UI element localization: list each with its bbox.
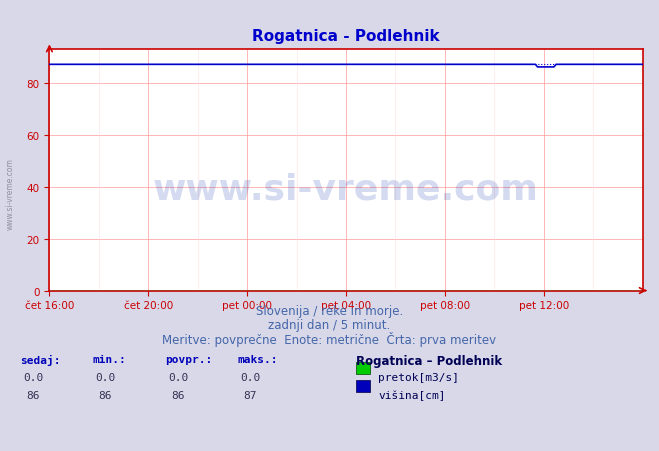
Text: Meritve: povprečne  Enote: metrične  Črta: prva meritev: Meritve: povprečne Enote: metrične Črta:… (162, 331, 497, 346)
Text: pretok[m3/s]: pretok[m3/s] (378, 372, 459, 382)
Text: 87: 87 (244, 390, 257, 400)
Text: 0.0: 0.0 (168, 372, 188, 382)
Text: višina[cm]: višina[cm] (378, 390, 445, 400)
Text: 0.0: 0.0 (241, 372, 260, 382)
Text: 0.0: 0.0 (96, 372, 115, 382)
Text: povpr.:: povpr.: (165, 354, 212, 364)
Text: www.si-vreme.com: www.si-vreme.com (153, 173, 539, 207)
Text: Rogatnica – Podlehnik: Rogatnica – Podlehnik (356, 354, 502, 367)
Text: min.:: min.: (92, 354, 126, 364)
Title: Rogatnica - Podlehnik: Rogatnica - Podlehnik (252, 29, 440, 44)
Text: 86: 86 (26, 390, 40, 400)
Text: zadnji dan / 5 minut.: zadnji dan / 5 minut. (268, 318, 391, 331)
Text: 0.0: 0.0 (23, 372, 43, 382)
Text: www.si-vreme.com: www.si-vreme.com (5, 158, 14, 230)
Text: sedaj:: sedaj: (20, 354, 60, 365)
Text: 86: 86 (171, 390, 185, 400)
Text: Slovenija / reke in morje.: Slovenija / reke in morje. (256, 304, 403, 318)
Text: maks.:: maks.: (237, 354, 277, 364)
Text: 86: 86 (99, 390, 112, 400)
